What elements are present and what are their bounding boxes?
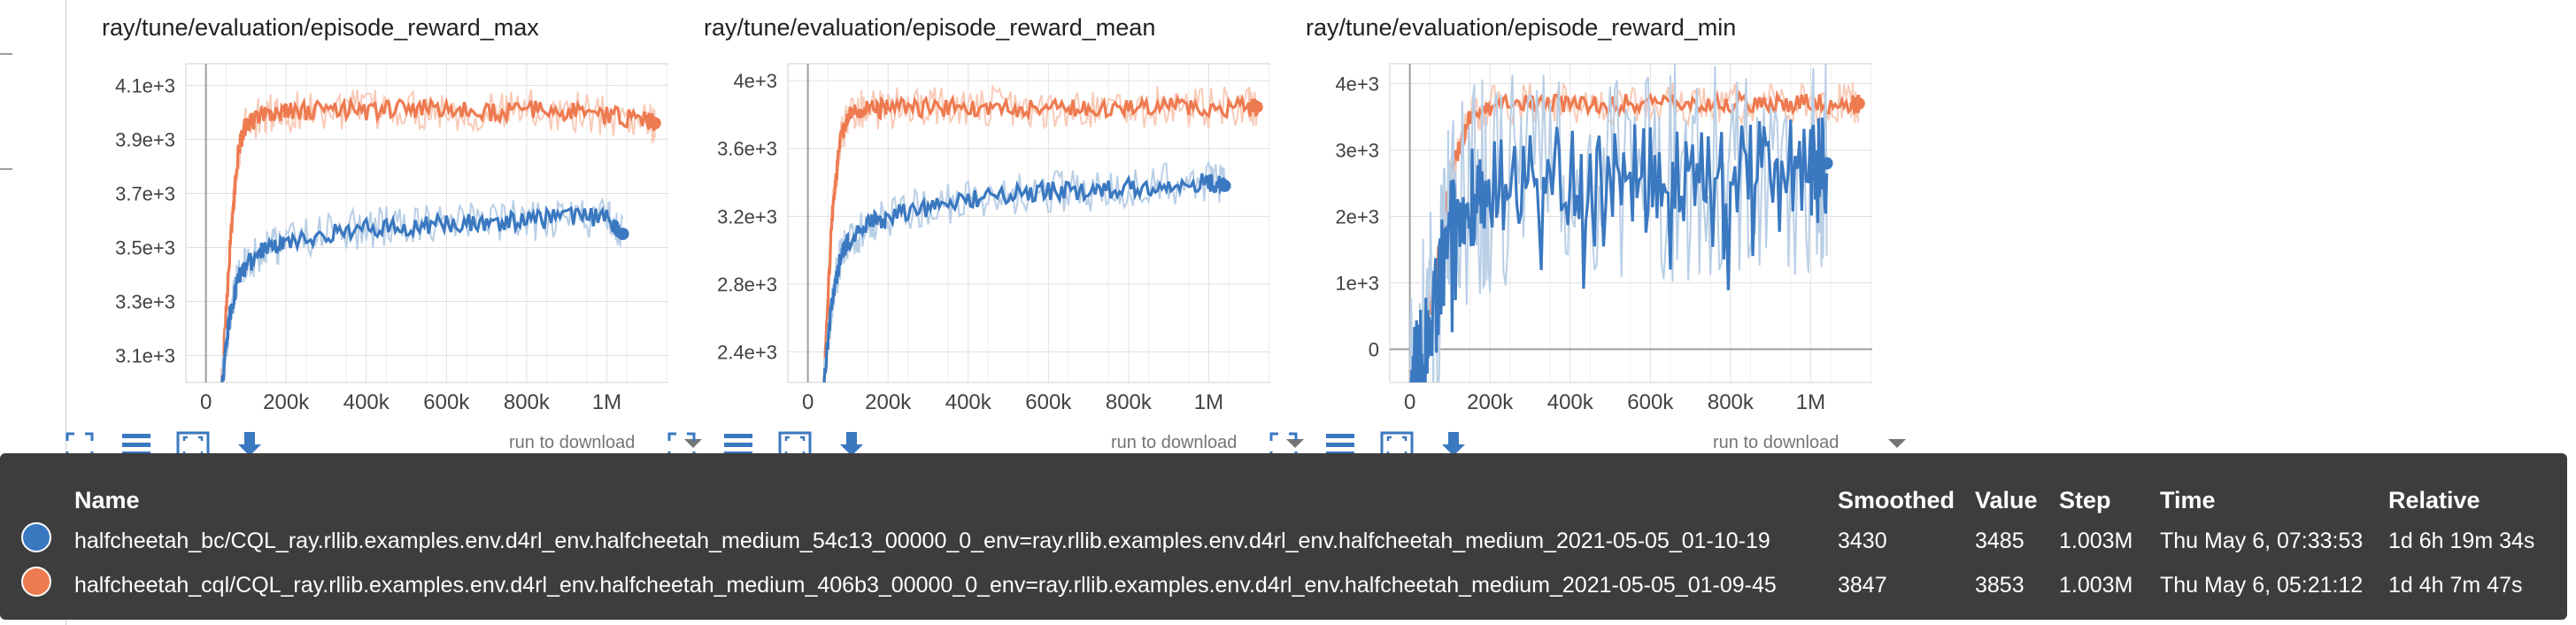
y-tick-label: 4e+3	[733, 70, 777, 92]
x-tick-label: 0	[1404, 390, 1415, 414]
chart-plot[interactable]: 0 200k 400k 600k 800k 1M 0 1e+3 2e+3 3e+3 4e+3	[1270, 53, 1872, 443]
series-line	[822, 93, 1259, 381]
chart-title: ray/tune/evaluation/episode_reward_min	[1306, 14, 1737, 41]
header-step: Step	[2059, 487, 2111, 513]
series-raw-line	[1409, 64, 1828, 382]
x-tick-label: 400k	[1547, 390, 1594, 414]
runs-tooltip: Name Smoothed Value Step Time Relative h…	[0, 453, 2567, 620]
run-download-label: run to download	[509, 433, 636, 452]
chart-plot[interactable]: 0 200k 400k 600k 800k 1M 2.4e+3 2.8e+3 3.2e+3 3.6…	[668, 53, 1270, 443]
header-relative: Relative	[2388, 487, 2480, 513]
series-line	[1409, 117, 1829, 382]
fullscreen-icon[interactable]	[664, 428, 699, 464]
y-tick-label: 3.3e+3	[115, 290, 175, 312]
y-tick-label: 2.8e+3	[717, 274, 777, 296]
x-tick-label: 1M	[1194, 390, 1223, 414]
y-tick-label: 1e+3	[1335, 273, 1379, 295]
plot-frame	[185, 63, 668, 383]
run-step-cql: 1.003M	[2059, 573, 2133, 598]
chevron-down-icon	[1286, 439, 1304, 448]
plot-frame	[787, 63, 1270, 383]
x-tick-label: 200k	[865, 390, 912, 414]
header-value: Value	[1975, 487, 2038, 513]
run-time-cql: Thu May 6, 05:21:12	[2160, 573, 2364, 598]
fullscreen-icon[interactable]	[62, 428, 97, 464]
x-tick-label: 0	[802, 390, 814, 414]
chart-card: ray/tune/evaluation/episode_reward_max 0 2…	[66, 0, 706, 469]
chart-card: ray/tune/evaluation/episode_reward_min 0 2…	[1269, 0, 1909, 469]
run-download-label: run to download	[1111, 433, 1238, 452]
x-tick-label: 800k	[504, 390, 551, 414]
y-tick-label: 2.4e+3	[717, 342, 777, 364]
run-time-bc: Thu May 6, 07:33:53	[2160, 529, 2364, 553]
series-end-point	[648, 117, 661, 130]
y-tick-label: 3.7e+3	[115, 182, 175, 204]
series-end-point	[1250, 100, 1263, 113]
x-tick-label: 200k	[263, 390, 310, 414]
run-name-bc: halfcheetah_bc/CQL_ray.rllib.examples.en…	[74, 529, 1770, 553]
series-end-point	[616, 228, 629, 241]
y-tick-label: 4.1e+3	[115, 74, 175, 96]
run-smoothed-bc: 3430	[1838, 529, 1887, 553]
run-step-bc: 1.003M	[2059, 529, 2133, 553]
run-value-cql: 3853	[1975, 573, 2025, 598]
x-tick-label: 400k	[945, 390, 992, 414]
series-end-point	[1852, 97, 1865, 110]
y-tick-label: 0	[1369, 339, 1379, 361]
series-raw-line	[823, 160, 1226, 382]
x-tick-label: 1M	[1796, 390, 1825, 414]
x-tick-label: 600k	[1627, 390, 1674, 414]
series-end-point	[1820, 157, 1833, 170]
y-tick-label: 3.1e+3	[115, 344, 175, 367]
y-tick-label: 3.6e+3	[717, 138, 777, 160]
y-tick-label: 3.2e+3	[717, 205, 777, 228]
chart-plot[interactable]: 0 200k 400k 600k 800k 1M 3.1e+3 3.3e+3 3.5e+3 3.7…	[66, 53, 668, 443]
chevron-down-icon	[684, 439, 702, 448]
run-relative-bc: 1d 6h 19m 34s	[2388, 529, 2535, 553]
series-line	[822, 173, 1227, 382]
rail-divider	[0, 168, 12, 170]
fullscreen-icon[interactable]	[1266, 428, 1301, 464]
y-tick-label: 3e+3	[1335, 140, 1379, 162]
y-tick-label: 3.5e+3	[115, 236, 175, 258]
x-tick-label: 800k	[1708, 390, 1755, 414]
run-color-dot-cql	[21, 567, 51, 597]
y-tick-label: 3.9e+3	[115, 128, 175, 150]
series-raw-line	[823, 83, 1258, 382]
x-tick-label: 600k	[423, 390, 470, 414]
y-tick-label: 4e+3	[1335, 73, 1379, 96]
x-tick-label: 800k	[1106, 390, 1153, 414]
chart-card: ray/tune/evaluation/episode_reward_mean 0…	[667, 0, 1307, 469]
y-tick-label: 2e+3	[1335, 206, 1379, 228]
header-time: Time	[2160, 487, 2216, 513]
chevron-down-icon	[1888, 439, 1906, 448]
series-raw-line	[221, 89, 656, 382]
x-tick-label: 1M	[592, 390, 621, 414]
series-end-point	[1218, 179, 1231, 192]
chart-title: ray/tune/evaluation/episode_reward_max	[102, 14, 539, 41]
series-line	[220, 96, 657, 382]
run-download-label: run to download	[1713, 433, 1839, 452]
run-color-dot-bc	[21, 522, 51, 552]
run-smoothed-cql: 3847	[1838, 573, 1887, 598]
plot-frame	[1389, 63, 1872, 383]
x-tick-label: 200k	[1467, 390, 1514, 414]
x-tick-label: 600k	[1025, 390, 1072, 414]
header-name: Name	[74, 487, 140, 513]
header-smoothed: Smoothed	[1838, 487, 1955, 513]
run-name-cql: halfcheetah_cql/CQL_ray.rllib.examples.e…	[74, 573, 1777, 598]
x-tick-label: 0	[200, 390, 212, 414]
x-tick-label: 400k	[343, 390, 390, 414]
run-relative-cql: 1d 4h 7m 47s	[2388, 573, 2523, 598]
series-line	[220, 204, 625, 382]
rail-divider	[0, 53, 12, 55]
run-value-bc: 3485	[1975, 529, 2025, 553]
chart-title: ray/tune/evaluation/episode_reward_mean	[704, 14, 1156, 41]
